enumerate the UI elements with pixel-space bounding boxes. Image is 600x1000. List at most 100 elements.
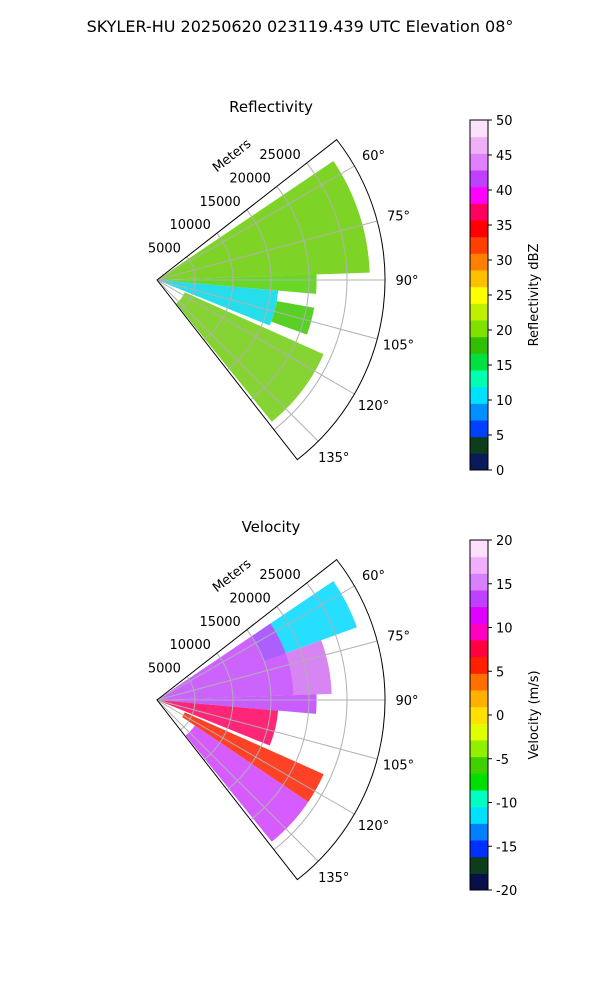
azimuth-spoke-3 (156, 279, 378, 340)
colorbar-swatch (470, 740, 488, 758)
colorbar-swatch (470, 806, 488, 824)
colorbar-swatch (470, 673, 488, 691)
colorbar-swatch (470, 420, 488, 438)
colorbar-tick-label: 20 (496, 534, 513, 549)
angle-tick-label: 120° (358, 399, 389, 414)
colorbar-swatch (470, 186, 488, 204)
radial-axis-label: Meters (210, 136, 254, 175)
angle-tick-label: 135° (318, 871, 349, 886)
colorbar-swatch (470, 823, 488, 841)
colorbar-swatch (470, 253, 488, 271)
range-ring-0 (180, 676, 196, 731)
colorbar-swatch (470, 220, 488, 238)
colorbar-swatch (470, 303, 488, 321)
reflectivity-panel: 60° 75° 90° 105° 120° 135° 5000 10000 15000 20000… (148, 98, 542, 479)
range-ring-4 (273, 582, 348, 851)
echo-region-2 (285, 640, 332, 696)
radial-tick-label: 15000 (199, 615, 240, 630)
colorbar-tick-label: 50 (496, 114, 513, 129)
colorbar-tick-label: -15 (496, 840, 517, 855)
range-ring-1 (203, 652, 234, 761)
colorbar-swatch (470, 453, 488, 471)
velocity-panel: 60° 75° 90° 105° 120° 135° 5000 10000 15000 20000… (148, 518, 542, 899)
colorbar-tick-label: 40 (496, 184, 513, 199)
colorbar-swatch (470, 690, 488, 708)
colorbar-swatch (470, 136, 488, 154)
angle-tick-label: 75° (387, 209, 410, 224)
colorbar-swatch (470, 840, 488, 858)
colorbar-swatch (470, 120, 488, 138)
sector-outline (156, 558, 386, 881)
angle-tick-label: 135° (318, 451, 349, 466)
colorbar-tick-label: 15 (496, 359, 513, 374)
radial-tick-label: 25000 (259, 568, 300, 583)
colorbar-tick-label: 5 (496, 429, 504, 444)
angle-tick-label: 105° (383, 339, 414, 354)
range-ring-2 (226, 209, 272, 371)
colorbar-swatch (470, 320, 488, 338)
colorbar-tick-label: 15 (496, 578, 513, 593)
colorbar-tick-label: 25 (496, 289, 513, 304)
colorbar-swatch (470, 170, 488, 188)
colorbar-tick-label: 0 (496, 464, 504, 479)
radial-tick-label: 10000 (170, 638, 211, 653)
echo-region-1 (157, 623, 294, 700)
colorbar-swatch (470, 370, 488, 388)
colorbar-swatch (470, 756, 488, 774)
angle-tick-label: 120° (358, 819, 389, 834)
echo-region-2 (157, 280, 279, 326)
colorbar-swatch (470, 873, 488, 891)
colorbar-swatch (470, 656, 488, 674)
colorbar-swatch (470, 270, 488, 288)
azimuth-spoke-1 (156, 220, 378, 281)
radial-tick-label: 5000 (148, 662, 181, 677)
panel-title: Velocity (242, 518, 301, 536)
echo-region-4 (176, 292, 324, 422)
colorbar-tick-label: 20 (496, 324, 513, 339)
angle-tick-label: 60° (362, 149, 385, 164)
azimuth-spoke-0 (156, 585, 355, 701)
colorbar-swatch (470, 723, 488, 741)
range-ring-3 (250, 186, 310, 401)
colorbar-tick-label: 30 (496, 254, 513, 269)
colorbar-swatch (470, 706, 488, 724)
colorbar-swatch (470, 153, 488, 171)
colorbar-swatch (470, 236, 488, 254)
azimuth-spoke-4 (156, 279, 355, 395)
colorbar-tick-label: -5 (496, 753, 509, 768)
colorbar-swatch (470, 590, 488, 608)
range-ring-2 (226, 629, 272, 791)
radial-tick-label: 5000 (148, 242, 181, 257)
colorbar-tick-label: -20 (496, 884, 517, 899)
azimuth-spoke-5 (156, 699, 319, 862)
radial-tick-label: 20000 (229, 171, 270, 186)
colorbar-tick-label: 0 (496, 709, 504, 724)
colorbar-swatch (470, 640, 488, 658)
echo-region-0 (157, 161, 370, 280)
colorbar-swatch (470, 403, 488, 421)
panel-title: Reflectivity (229, 98, 313, 116)
figure-title: SKYLER-HU 20250620 023119.439 UTC Elevat… (87, 17, 514, 36)
range-ring-0 (180, 256, 196, 311)
colorbar-swatch (470, 286, 488, 304)
echo-region-3 (271, 301, 315, 335)
colorbar-tick-label: 5 (496, 665, 504, 680)
radial-tick-label: 15000 (199, 195, 240, 210)
colorbar-label: Velocity (m/s) (527, 670, 542, 759)
colorbar-tick-label: 10 (496, 622, 513, 637)
echo-region-4 (157, 700, 279, 746)
colorbar-swatch (470, 606, 488, 624)
colorbar-tick-label: 35 (496, 219, 513, 234)
colorbar-swatch (470, 856, 488, 874)
radial-tick-label: 10000 (170, 218, 211, 233)
azimuth-spoke-0 (156, 165, 355, 281)
colorbar-swatch (470, 540, 488, 558)
colorbar-swatch (470, 790, 488, 808)
radial-tick-label: 25000 (259, 148, 300, 163)
colorbar-tick-label: -10 (496, 797, 517, 812)
angle-tick-label: 105° (383, 759, 414, 774)
radial-axis-label: Meters (210, 556, 254, 595)
echo-region-6 (185, 725, 309, 842)
echo-region-3 (157, 694, 317, 714)
